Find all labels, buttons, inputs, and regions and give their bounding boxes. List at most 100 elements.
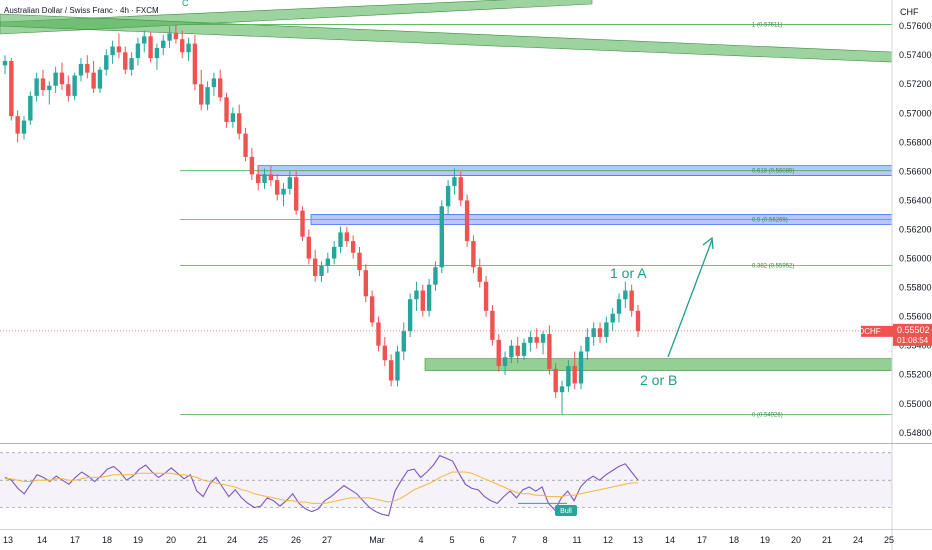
- price-tick-label: 0.56800: [899, 137, 932, 147]
- candle-body: [167, 33, 172, 41]
- green-support-zone: [424, 358, 893, 371]
- trend-channel-lower: [0, 13, 893, 63]
- fib-level-label: 0 (0.54926): [752, 413, 783, 419]
- candle-body: [464, 200, 470, 242]
- countdown-value: 01:08:54: [897, 336, 929, 345]
- candle-body: [363, 270, 369, 297]
- candle-body: [566, 366, 571, 387]
- projection-arrow-line: [667, 239, 713, 358]
- date-tick-label: 17: [697, 535, 707, 545]
- candle-body: [331, 246, 337, 259]
- candle-body: [135, 43, 141, 59]
- date-tick-label: 21: [822, 535, 832, 545]
- candle-body: [534, 336, 539, 343]
- candle-body: [515, 345, 520, 356]
- candle-body: [173, 33, 179, 40]
- candle-body: [2, 61, 8, 66]
- candle-body: [306, 236, 312, 259]
- fib-level-label: 1 (0.57611): [752, 23, 782, 29]
- fib-level-label: 0.382 (0.55952): [752, 264, 794, 270]
- candle-body: [180, 39, 185, 53]
- candle-body: [262, 174, 267, 184]
- date-tick-label: 25: [258, 535, 268, 545]
- candle-body: [293, 177, 299, 211]
- candle-body: [9, 61, 14, 117]
- candle-body: [72, 75, 77, 96]
- date-tick-label: 19: [760, 535, 770, 545]
- candle-body: [148, 36, 153, 59]
- candle-body: [312, 258, 318, 276]
- date-tick-label: Mar: [369, 535, 385, 545]
- candle-body: [287, 177, 293, 189]
- candle-body: [407, 299, 413, 332]
- candle-body: [559, 386, 565, 393]
- candle-body: [401, 331, 406, 352]
- candle-body: [319, 265, 324, 276]
- date-tick-label: 4: [418, 535, 423, 545]
- date-tick-label: 13: [3, 535, 13, 545]
- bull-badge: [555, 505, 577, 516]
- candle-body: [205, 87, 210, 105]
- price-tick-label: 0.57200: [899, 79, 932, 89]
- candle-body: [521, 342, 527, 356]
- candle-body: [426, 284, 432, 311]
- candle-body: [553, 368, 558, 393]
- candle-body: [433, 267, 438, 285]
- last-price-tag: [893, 323, 932, 346]
- candle-body: [281, 188, 286, 195]
- bull-label: Bull: [560, 508, 572, 515]
- candle-body: [629, 290, 634, 311]
- price-tick-label: 0.56600: [899, 166, 932, 176]
- candle-body: [382, 345, 387, 361]
- price-tick-label: 0.56200: [899, 224, 932, 234]
- candle-body: [483, 281, 489, 311]
- candle-body: [496, 339, 501, 367]
- candle-body: [623, 290, 628, 300]
- date-tick-label: 14: [37, 535, 47, 545]
- candle-body: [218, 78, 223, 98]
- candle-body: [490, 310, 495, 340]
- candle-body: [21, 120, 27, 134]
- candle-body: [40, 78, 46, 91]
- candle-body: [15, 116, 20, 134]
- date-tick-label: 19: [133, 535, 143, 545]
- candle-body: [458, 177, 463, 201]
- price-tick-label: 0.55000: [899, 399, 932, 409]
- date-tick-label: 27: [322, 535, 332, 545]
- candle-body: [578, 351, 584, 384]
- candle-body: [28, 95, 33, 121]
- date-tick-label: 20: [166, 535, 176, 545]
- candle-body: [610, 313, 615, 323]
- candle-body: [249, 156, 255, 175]
- symbol-tag-label: AUDCHF: [847, 327, 880, 336]
- wave-label-c: C: [182, 0, 189, 8]
- candle-body: [439, 206, 444, 268]
- date-tick-label: 18: [729, 535, 739, 545]
- candle-body: [256, 174, 261, 184]
- date-tick-label: 24: [853, 535, 863, 545]
- candle-body: [547, 334, 552, 369]
- date-tick-label: 8: [542, 535, 547, 545]
- price-tick-label: 0.55800: [899, 283, 932, 293]
- candle-body: [211, 78, 217, 88]
- price-tick-label: 0.54800: [899, 428, 932, 438]
- candle-body: [388, 360, 394, 381]
- date-tick-label: 6: [479, 535, 484, 545]
- candle-body: [591, 328, 596, 337]
- chart-title: Australian Dollar / Swiss Franc · 4h · F…: [4, 6, 159, 15]
- candle-body: [420, 290, 425, 311]
- price-axis-bg: [892, 0, 932, 550]
- date-tick-label: 12: [603, 535, 613, 545]
- date-tick-label: 7: [511, 535, 516, 545]
- candle-body: [452, 177, 457, 186]
- candle-body: [471, 241, 476, 268]
- candle-body: [34, 78, 39, 96]
- date-tick-label: 13: [633, 535, 643, 545]
- candle-body: [274, 180, 280, 195]
- rsi-ma-line: [5, 471, 638, 504]
- candle-body: [110, 46, 115, 56]
- candle-body: [186, 43, 191, 53]
- wave-label-top: 1 or A: [610, 265, 647, 281]
- candle-body: [635, 310, 641, 332]
